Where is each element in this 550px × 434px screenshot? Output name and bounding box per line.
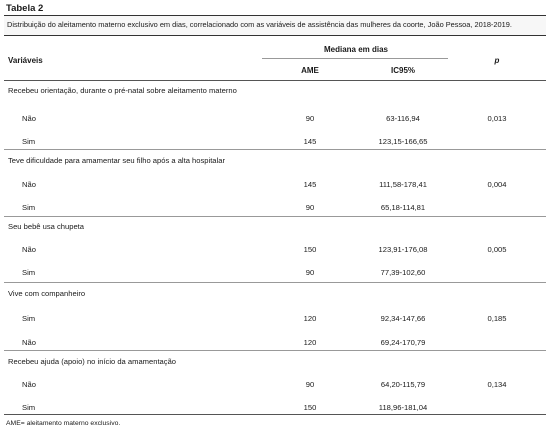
caption-box: Distribuição do aleitamento materno excl… <box>4 15 546 36</box>
cell-p-value: 0,005 <box>487 245 507 254</box>
cell-ic95: 69,24-170,79 <box>380 338 426 347</box>
group-divider <box>4 149 546 150</box>
cell-p-value: 0,185 <box>487 314 507 323</box>
cell-ic95: 111,58-178,41 <box>379 180 427 189</box>
row-label: Não <box>22 114 36 123</box>
table-label: Tabela 2 <box>6 3 44 14</box>
cell-ic95: 123,15-166,65 <box>378 137 428 146</box>
group-divider <box>4 282 546 283</box>
group-divider <box>4 216 546 217</box>
group-title: Seu bebê usa chupeta <box>8 222 85 231</box>
cell-ame: 145 <box>303 180 317 189</box>
cell-ame: 120 <box>303 314 317 323</box>
header-ame: AME <box>301 66 319 75</box>
group-title: Recebeu ajuda (apoio) no início da amame… <box>8 357 177 366</box>
row-label: Não <box>22 380 36 389</box>
cell-ame: 90 <box>305 203 315 212</box>
group-title: Recebeu orientação, durante o pré-natal … <box>8 86 237 95</box>
cell-p-value: 0,013 <box>487 114 507 123</box>
cell-ic95: 65,18-114,81 <box>380 203 426 212</box>
cell-ame: 90 <box>305 114 315 123</box>
row-label: Sim <box>22 203 36 212</box>
header-variaveis: Variáveis <box>8 56 43 65</box>
cell-ic95: 118,96-181,04 <box>378 403 428 412</box>
row-label: Sim <box>22 268 36 277</box>
cell-ic95: 123,91-176,08 <box>378 245 428 254</box>
row-label: Sim <box>22 403 36 412</box>
table-footnote: AME= aleitamento materno exclusivo. <box>6 420 121 427</box>
cell-ic95: 77,39-102,60 <box>380 268 426 277</box>
row-label: Não <box>22 180 36 189</box>
cell-ame: 150 <box>303 403 317 412</box>
group-divider <box>4 350 546 351</box>
row-label: Sim <box>22 314 36 323</box>
cell-ame: 150 <box>303 245 317 254</box>
cell-ic95: 63-116,94 <box>386 114 420 123</box>
cell-ic95: 64,20-115,79 <box>380 380 426 389</box>
header-p: p <box>494 56 500 65</box>
row-label: Não <box>22 338 36 347</box>
cell-ic95: 92,34-147,66 <box>380 314 426 323</box>
cell-p-value: 0,004 <box>487 180 507 189</box>
cell-ame: 145 <box>303 137 317 146</box>
table-bottom-rule <box>4 414 546 415</box>
cell-ame: 120 <box>303 338 317 347</box>
header-divider <box>4 80 546 81</box>
cell-p-value: 0,134 <box>487 380 507 389</box>
header-ic95: IC95% <box>390 66 416 75</box>
table-caption: Distribuição do aleitamento materno excl… <box>7 20 512 29</box>
group-title: Vive com companheiro <box>8 289 86 298</box>
header-mediana: Mediana em dias <box>323 45 389 54</box>
cell-ame: 90 <box>305 380 315 389</box>
group-title: Teve dificuldade para amamentar seu filh… <box>8 156 225 165</box>
row-label: Não <box>22 245 36 254</box>
header-subdivider <box>262 58 448 59</box>
cell-ame: 90 <box>305 268 315 277</box>
row-label: Sim <box>22 137 36 146</box>
